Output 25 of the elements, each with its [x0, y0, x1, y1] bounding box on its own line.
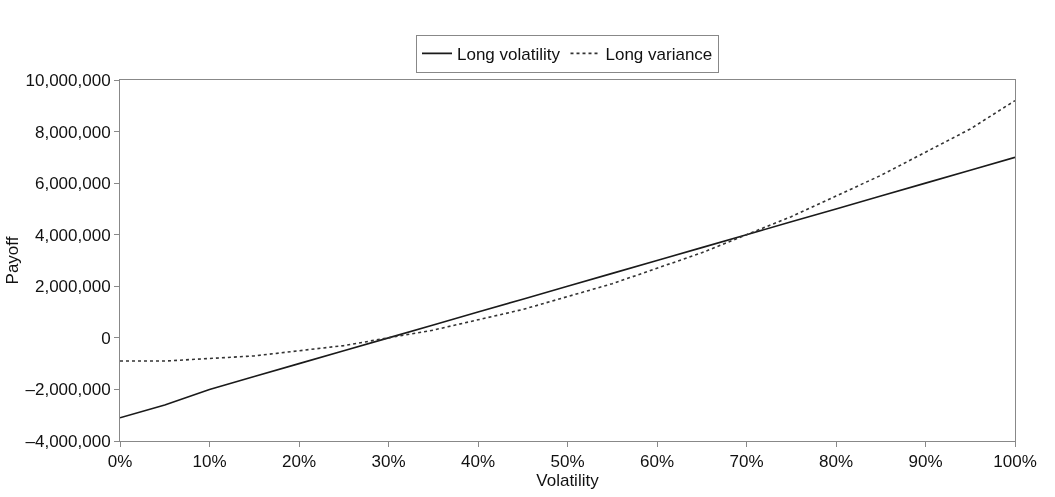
y-tick-label: 2,000,000 [34, 277, 111, 297]
legend-label: Long variance [605, 44, 713, 64]
y-axis-title: Payoff [3, 236, 23, 285]
y-tick-label: 6,000,000 [34, 174, 111, 194]
y-tick-label: –4,000,000 [25, 431, 111, 451]
y-tick-label: 0 [101, 328, 111, 348]
legend-label: Long volatility [457, 44, 561, 64]
x-tick-label: 0% [107, 452, 133, 472]
x-tick-label: 40% [460, 452, 496, 472]
x-tick-label: 50% [550, 452, 585, 472]
y-tick-label: –2,000,000 [25, 380, 111, 400]
x-tick-label: 100% [993, 452, 1037, 472]
y-tick-label: 4,000,000 [34, 225, 111, 245]
x-tick-label: 70% [729, 452, 764, 472]
x-axis-title: Volatility [536, 471, 600, 491]
x-tick-label: 20% [281, 452, 317, 472]
x-tick-label: 60% [639, 452, 675, 472]
x-tick-label: 80% [818, 452, 854, 472]
x-tick-label: 90% [908, 452, 943, 472]
line-series [120, 156, 1015, 419]
x-tick-label: 30% [371, 452, 406, 472]
x-tick-label: 10% [192, 452, 227, 472]
y-tick-label: 10,000,000 [25, 70, 111, 90]
line-series [120, 99, 1015, 362]
y-tick-label: 8,000,000 [34, 122, 111, 142]
